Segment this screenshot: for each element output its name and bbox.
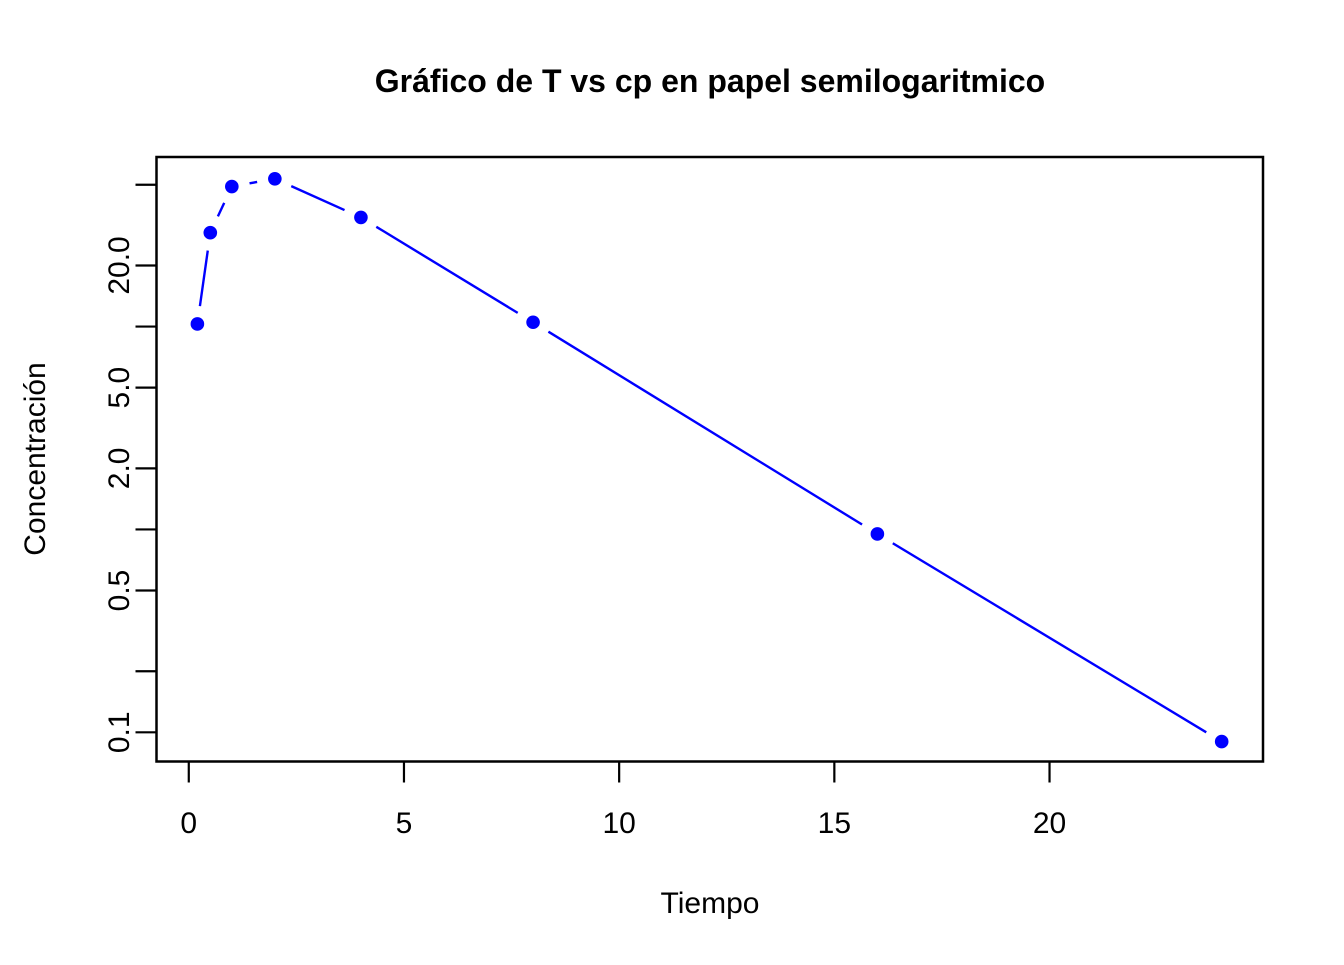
x-tick-label: 15 (818, 807, 851, 840)
x-tick-label: 20 (1033, 807, 1066, 840)
x-tick-label: 5 (396, 807, 413, 840)
line-segment (249, 180, 258, 185)
axes: 0 5 10 15 20 20.0 5.0 2.0 0.5 0.1 (103, 183, 1066, 840)
line-segment (290, 185, 346, 212)
chart-title: Gráfico de T vs cp en papel semilogaritm… (375, 63, 1045, 99)
data-point (526, 315, 540, 330)
data-point (870, 527, 885, 541)
x-axis-label: Tiempo (661, 887, 760, 920)
x-tick-label: 0 (180, 807, 197, 840)
y-tick-label: 0.1 (103, 711, 136, 753)
data-point (190, 317, 205, 331)
line-segment (216, 202, 226, 217)
data-point (1214, 734, 1229, 749)
y-tick-label: 2.0 (103, 447, 136, 489)
line-segment (375, 225, 519, 314)
x-tick-label: 10 (602, 807, 635, 840)
plot-box (155, 155, 1265, 763)
y-tick-label: 0.5 (103, 570, 136, 612)
data-point (203, 225, 218, 240)
line-segment (198, 250, 209, 307)
data-point (354, 210, 368, 225)
line-segment (892, 542, 1207, 734)
y-tick-label: 20.0 (103, 236, 136, 294)
data-point (268, 171, 282, 186)
y-tick-label: 5.0 (103, 367, 136, 409)
data-series (190, 171, 1229, 749)
data-point (225, 179, 239, 194)
line-segment (547, 330, 863, 526)
y-axis-label: Concentración (19, 362, 52, 555)
